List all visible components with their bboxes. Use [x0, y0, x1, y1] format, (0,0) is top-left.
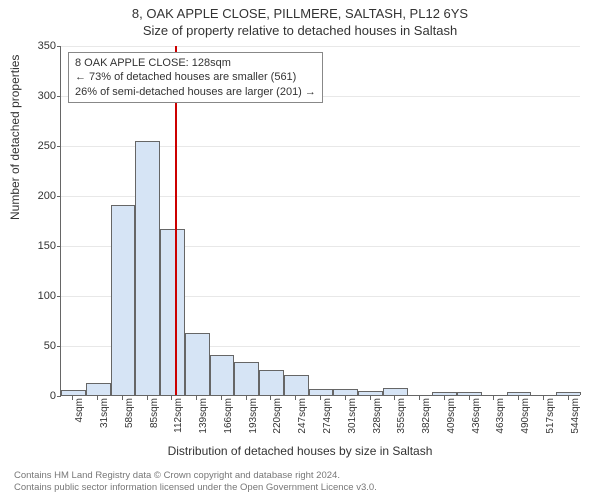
y-tick-label: 350	[26, 40, 56, 52]
y-tick-label: 100	[26, 290, 56, 302]
chart-title-sub: Size of property relative to detached ho…	[0, 21, 600, 42]
histogram-bar	[135, 141, 160, 395]
histogram-bar	[259, 370, 284, 395]
x-tick-label: 166sqm	[223, 398, 234, 444]
annotation-box: 8 OAK APPLE CLOSE: 128sqm← 73% of detach…	[68, 52, 323, 103]
x-tick-label: 436sqm	[471, 398, 482, 444]
x-axis-ticks: 4sqm 31sqm 58sqm 85sqm 112sqm 139sqm 166sqm 193…	[60, 396, 580, 446]
y-tick-label: 250	[26, 140, 56, 152]
histogram-bar	[61, 390, 86, 395]
footer-line-1: Contains HM Land Registry data © Crown c…	[14, 470, 377, 482]
histogram-bar	[432, 392, 457, 395]
annotation-line: ← 73% of detached houses are smaller (56…	[75, 70, 316, 84]
histogram-bar	[333, 389, 358, 395]
histogram-bar	[309, 389, 334, 395]
annotation-line: 26% of semi-detached houses are larger (…	[75, 85, 316, 99]
x-tick-label: 490sqm	[520, 398, 531, 444]
x-tick-label: 328sqm	[372, 398, 383, 444]
y-tick-label: 200	[26, 190, 56, 202]
y-tick-label: 300	[26, 90, 56, 102]
x-tick-label: 4sqm	[74, 398, 85, 444]
histogram-bar	[185, 333, 210, 395]
histogram-bar	[111, 205, 136, 395]
x-tick-label: 193sqm	[248, 398, 259, 444]
x-tick-label: 274sqm	[322, 398, 333, 444]
y-tick-label: 150	[26, 240, 56, 252]
x-tick-label: 517sqm	[545, 398, 556, 444]
x-tick-label: 544sqm	[570, 398, 581, 444]
histogram-bar	[507, 392, 532, 395]
x-tick-label: 220sqm	[272, 398, 283, 444]
histogram-bar	[358, 391, 383, 395]
y-tick-label: 0	[26, 390, 56, 402]
chart-title-address: 8, OAK APPLE CLOSE, PILLMERE, SALTASH, P…	[0, 0, 600, 21]
histogram-bar	[457, 392, 482, 395]
x-tick-label: 247sqm	[297, 398, 308, 444]
y-tick-label: 50	[26, 340, 56, 352]
histogram-bar	[160, 229, 185, 395]
x-tick-label: 409sqm	[446, 398, 457, 444]
x-tick-label: 463sqm	[495, 398, 506, 444]
annotation-line: 8 OAK APPLE CLOSE: 128sqm	[75, 56, 316, 70]
x-tick-label: 112sqm	[173, 398, 184, 444]
footer-attribution: Contains HM Land Registry data © Crown c…	[14, 470, 377, 494]
histogram-bar	[86, 383, 111, 395]
histogram-bar	[210, 355, 235, 395]
x-tick-label: 58sqm	[124, 398, 135, 444]
x-tick-label: 31sqm	[99, 398, 110, 444]
x-axis-label: Distribution of detached houses by size …	[0, 444, 600, 458]
histogram-bar	[383, 388, 408, 395]
x-tick-label: 301sqm	[347, 398, 358, 444]
x-tick-label: 382sqm	[421, 398, 432, 444]
histogram-bar	[284, 375, 309, 395]
x-tick-label: 139sqm	[198, 398, 209, 444]
x-tick-label: 85sqm	[149, 398, 160, 444]
x-tick-label: 355sqm	[396, 398, 407, 444]
histogram-bar	[556, 392, 581, 395]
property-size-chart: 8, OAK APPLE CLOSE, PILLMERE, SALTASH, P…	[0, 0, 600, 500]
histogram-bar	[234, 362, 259, 395]
y-axis-label: Number of detached properties	[8, 55, 22, 220]
footer-line-2: Contains public sector information licen…	[14, 482, 377, 494]
